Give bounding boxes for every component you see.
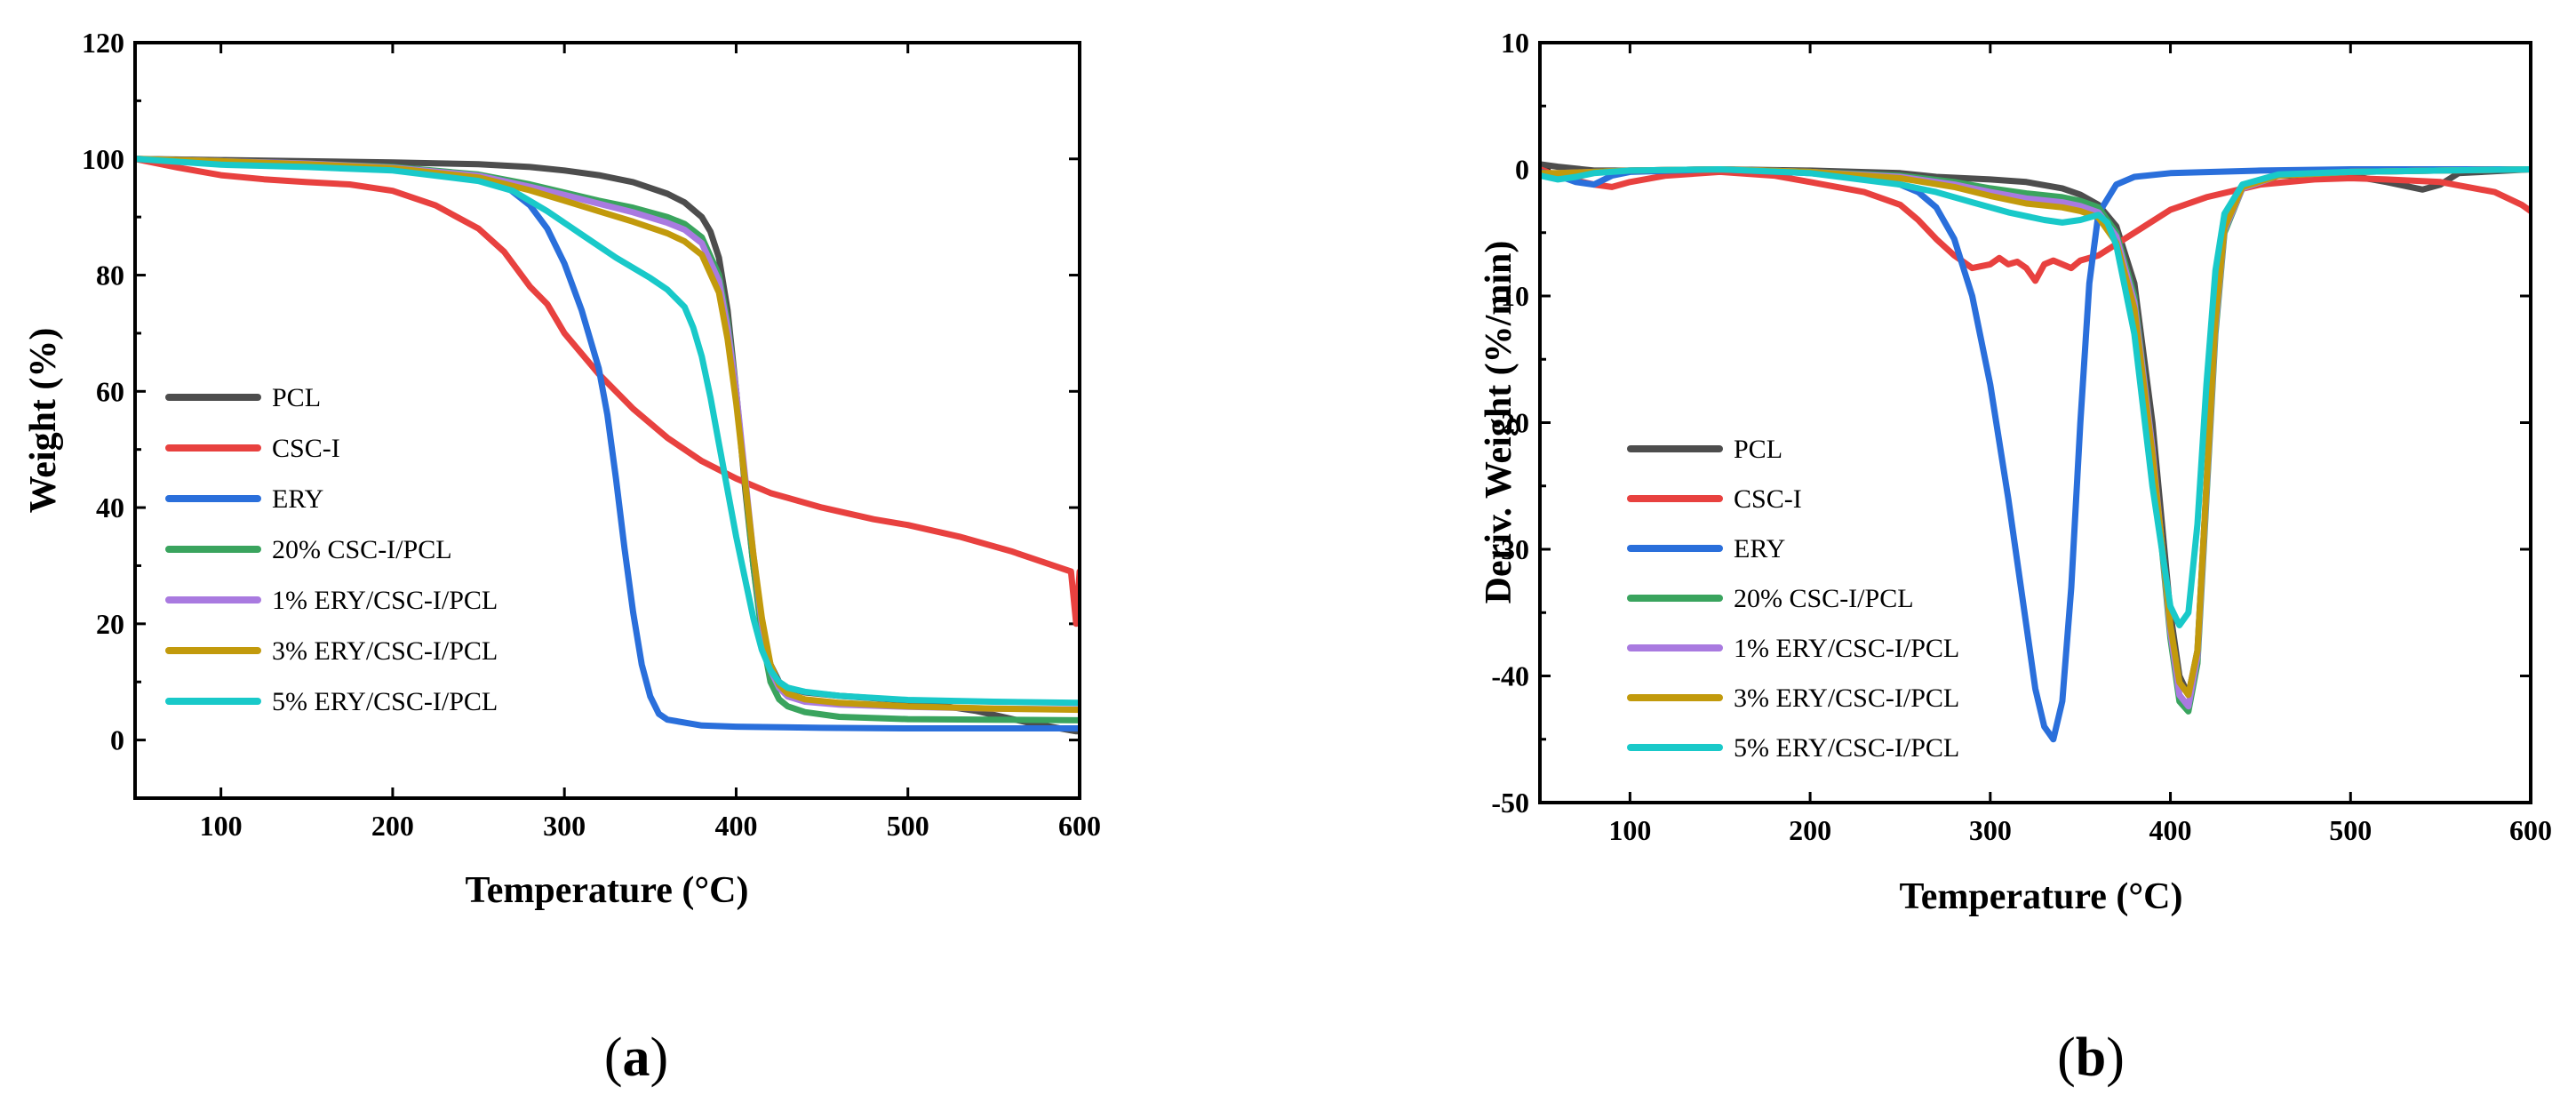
legend-label: PCL: [1734, 435, 1782, 464]
y-tick-label: 40: [96, 492, 124, 524]
x-tick-label: 500: [2329, 814, 2372, 846]
dtg-panel: -50 -40 -30 -20 -10 0 10 100 200 300 400 500 600 PC…: [1479, 27, 2552, 1088]
legend-label: 1% ERY/CSC-I/PCL: [1734, 634, 1959, 663]
y-tick-label: 0: [110, 724, 124, 756]
legend-label: 3% ERY/CSC-I/PCL: [1734, 683, 1959, 713]
x-tick-label: 100: [1608, 814, 1651, 846]
series-line-5-ery-csc-i-pcl: [1540, 166, 2531, 628]
y-axis-b: -50 -40 -30 -20 -10 0 10: [1491, 27, 2531, 819]
y-tick-label: 120: [82, 27, 124, 59]
series-group-b: [1540, 161, 2531, 743]
y-tick-label: -50: [1491, 787, 1529, 819]
y-tick-label: 20: [96, 608, 124, 640]
y-tick-label: -40: [1491, 660, 1529, 692]
y-tick-label: 100: [82, 143, 124, 175]
x-tick-label: 200: [371, 810, 414, 842]
x-tick-label: 200: [1789, 814, 1831, 846]
panel-label-b: (b): [2057, 1027, 2125, 1088]
series-line-ery: [1540, 166, 2531, 743]
x-tick-label: 300: [1969, 814, 2012, 846]
x-tick-label: 600: [1058, 810, 1101, 842]
x-axis-b: 100 200 300 400 500 600: [1608, 43, 2552, 846]
series-line-5-ery-csc-i-pcl: [135, 156, 1080, 707]
plot-frame-a: [133, 41, 1081, 800]
legend-label: ERY: [272, 484, 323, 514]
x-tick-label: 400: [2149, 814, 2192, 846]
y-tick-label: -20: [1491, 407, 1529, 439]
legend-a: PCL CSC-I ERY 20% CSC-I/PCL 1% ERY/CSC-I/PCL…: [165, 383, 498, 716]
panel-letter-a: a: [623, 1027, 650, 1088]
panel-label-a: (a): [604, 1027, 668, 1088]
legend-label: ERY: [1734, 534, 1785, 563]
x-tick-label: 300: [543, 810, 586, 842]
x-tick-label: 100: [200, 810, 243, 842]
x-tick-label: 400: [714, 810, 757, 842]
x-axis-title-b: Temperature (°C): [1900, 876, 2183, 917]
series-line-3-ery-csc-i-pcl: [135, 156, 1080, 714]
x-tick-label: 500: [887, 810, 929, 842]
x-axis-a: 100 200 300 400 500 600: [200, 43, 1101, 842]
legend-b: PCL CSC-I ERY 20% CSC-I/PCL 1% ERY/CSC-I/PCL…: [1627, 435, 1959, 763]
y-axis-title-a: Weight (%): [23, 328, 64, 514]
y-tick-label: 60: [96, 375, 124, 407]
legend-label: 5% ERY/CSC-I/PCL: [1734, 733, 1959, 763]
series-line-20-csc-i-pcl: [1540, 166, 2531, 715]
x-tick-label: 600: [2509, 814, 2552, 846]
y-tick-label: -30: [1491, 533, 1529, 565]
series-line-csc-i: [135, 156, 1080, 627]
legend-label: 3% ERY/CSC-I/PCL: [272, 636, 498, 666]
legend-label: CSC-I: [272, 434, 340, 463]
series-line-1-ery-csc-i-pcl: [1540, 166, 2531, 710]
y-tick-label: 10: [1501, 27, 1529, 59]
legend-label: 20% CSC-I/PCL: [1734, 584, 1914, 613]
y-tick-label: -10: [1491, 280, 1529, 312]
y-axis-a: 0 20 40 60 80 100 120: [82, 27, 1080, 756]
legend-label: 20% CSC-I/PCL: [272, 535, 452, 564]
y-tick-label: 0: [1515, 154, 1529, 186]
legend-label: PCL: [272, 383, 321, 412]
plot-frame-b: [1538, 41, 2532, 804]
legend-label: 1% ERY/CSC-I/PCL: [272, 586, 498, 615]
series-line-csc-i: [1540, 166, 2531, 284]
panel-letter-b: b: [2076, 1027, 2106, 1088]
x-axis-title-a: Temperature (°C): [466, 870, 749, 911]
legend-label: 5% ERY/CSC-I/PCL: [272, 687, 498, 716]
series-group-a: [135, 156, 1080, 735]
legend-label: CSC-I: [1734, 484, 1802, 514]
y-tick-label: 80: [96, 260, 124, 292]
y-axis-title-b: Deriv. Weight (%/min): [1479, 241, 1519, 604]
tga-panel: 0 20 40 60 80 100 120 100 200 300 400 500 600 PCL CS…: [23, 27, 1101, 1088]
series-line-3-ery-csc-i-pcl: [1540, 166, 2531, 699]
series-line-pcl: [1540, 161, 2531, 699]
